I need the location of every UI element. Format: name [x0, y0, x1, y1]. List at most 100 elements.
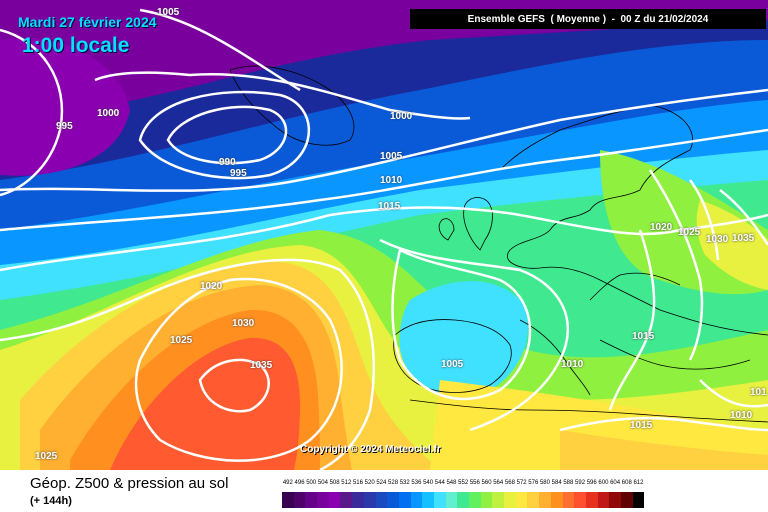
isobar-label: 995	[230, 168, 247, 179]
coastline-italy	[519, 319, 591, 396]
scale-tick-label: 536	[411, 480, 422, 486]
scale-tick-label: 576	[528, 480, 539, 486]
isobar-1020-east	[648, 169, 704, 361]
isobar-label: 1020	[200, 281, 223, 292]
scale-tick-label: 552	[458, 480, 469, 486]
isobar-1025	[0, 258, 375, 470]
map-title: Géop. Z500 & pression au sol	[30, 475, 229, 492]
forecast-lead-time: (+ 144h)	[30, 495, 72, 507]
border-central-europe	[589, 272, 681, 301]
z500-low-west	[0, 38, 130, 176]
scale-swatch	[340, 492, 353, 508]
scale-tick-label: 508	[329, 480, 340, 486]
scale-swatch	[317, 492, 329, 508]
isobar-label: 1015	[630, 420, 653, 431]
weather-map: 1005 995 1000 990 995 1000 1005 1010 101…	[0, 0, 768, 470]
isobar-label: 1035	[250, 360, 273, 371]
isobar-label: 1020	[650, 222, 673, 233]
isobar-1010-east	[699, 379, 768, 408]
scale-swatch	[433, 492, 446, 508]
isobar-1030-east	[719, 189, 768, 246]
scale-swatch	[609, 492, 621, 508]
scale-tick-label: 596	[586, 480, 597, 486]
scale-tick-label: 540	[423, 480, 434, 486]
z500-ridge-east-core	[696, 200, 768, 290]
isobar-label: 1035	[732, 233, 755, 244]
scale-tick-label: 612	[633, 480, 644, 486]
isobar-1015-east	[608, 229, 656, 411]
scale-tick-label: 556	[469, 480, 480, 486]
scale-swatch	[492, 492, 505, 508]
scale-swatch	[585, 492, 598, 508]
scale-swatch	[574, 492, 586, 508]
scale-swatch	[305, 492, 318, 508]
scale-tick-label: 532	[399, 480, 410, 486]
forecast-time: 1:00 locale	[22, 34, 130, 57]
isobar-label: 1005	[157, 7, 180, 18]
scale-swatch	[515, 492, 528, 508]
scale-tick-label: 512	[341, 480, 352, 486]
isobar-label: 1015	[378, 201, 401, 212]
scale-tick-label: 608	[621, 480, 632, 486]
forecast-date: Mardi 27 février 2024	[18, 14, 157, 30]
scale-tick-label: 496	[294, 480, 305, 486]
scale-swatch	[363, 492, 376, 508]
isobar-label: 1025	[678, 227, 701, 238]
isobar-label: 1010	[380, 175, 403, 186]
scale-swatches	[282, 492, 750, 508]
scale-swatch	[597, 492, 610, 508]
isobar-label: 1010	[561, 359, 584, 370]
isobar-1005-iberia	[391, 248, 532, 401]
scale-swatch	[375, 492, 388, 508]
scale-tick-label: 568	[504, 480, 515, 486]
scale-swatch	[457, 492, 469, 508]
scale-swatch	[620, 492, 633, 508]
isobar-label: 1030	[232, 318, 255, 329]
scale-tick-label: 584	[551, 480, 562, 486]
coastline-north-africa	[409, 399, 768, 423]
copyright-notice: Copyright © 2024 Meteociel.fr	[300, 444, 441, 455]
scale-swatch	[328, 492, 341, 508]
coastline-greenland	[229, 65, 355, 146]
scale-tick-label: 564	[493, 480, 504, 486]
isobar-1035	[198, 358, 270, 413]
isobar-1000	[94, 71, 471, 120]
isobar-label: 1005	[380, 151, 403, 162]
scale-swatch	[352, 492, 364, 508]
scale-swatch	[445, 492, 458, 508]
scale-tick-label: 516	[352, 480, 363, 486]
legend-footer: Géop. Z500 & pression au sol (+ 144h) 49…	[0, 470, 768, 512]
scale-tick-label: 592	[575, 480, 586, 486]
isobar-1005-north	[139, 8, 301, 92]
isobar-label: 990	[219, 157, 236, 168]
scale-swatch	[387, 492, 399, 508]
scale-swatch	[422, 492, 434, 508]
scale-tick-labels: 492 496 500 504 508 512 516 520 524 528 532 536 540 5…	[282, 480, 750, 490]
scale-tick-label: 524	[376, 480, 387, 486]
z500-band-sahara	[560, 430, 768, 470]
scale-swatch	[410, 492, 423, 508]
scale-tick-label: 548	[446, 480, 457, 486]
scale-swatch	[398, 492, 411, 508]
isobar-label: 1015	[632, 331, 655, 342]
scale-swatch	[539, 492, 551, 508]
scale-tick-label: 588	[563, 480, 574, 486]
coastline-balkans	[599, 339, 751, 370]
scale-swatch	[504, 492, 516, 508]
isobar-label: 1025	[170, 335, 193, 346]
z500-trough-iberia	[399, 281, 528, 398]
isobar-1015-south	[559, 416, 768, 432]
scale-tick-label: 580	[539, 480, 550, 486]
isobar-label: 1005	[441, 359, 464, 370]
isobar-label: 1025	[35, 451, 58, 462]
scale-swatch	[469, 492, 481, 508]
isobar-label: 1010	[730, 410, 753, 421]
scale-tick-label: 572	[516, 480, 527, 486]
isobars	[0, 8, 768, 470]
color-scale: 492 496 500 504 508 512 516 520 524 528 532 536 540 5…	[282, 480, 750, 510]
scale-swatch	[293, 492, 306, 508]
scale-swatch	[550, 492, 563, 508]
geopotential-field	[0, 0, 768, 470]
scale-tick-label: 528	[388, 480, 399, 486]
isobar-1010-south	[379, 238, 570, 432]
